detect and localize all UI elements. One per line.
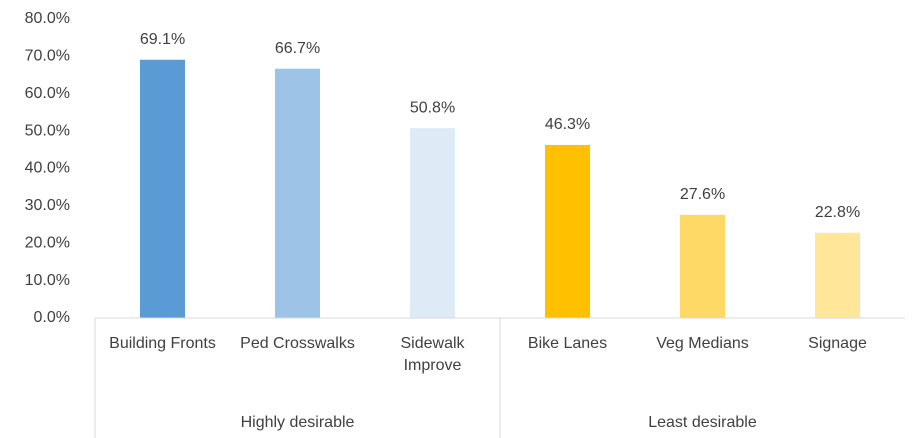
y-tick-label: 10.0% xyxy=(25,272,70,289)
y-tick-label: 60.0% xyxy=(25,85,70,102)
x-tick-label: Building Fronts xyxy=(109,335,216,352)
bar xyxy=(140,59,185,319)
x-tick-label: Bike Lanes xyxy=(527,335,608,352)
x-tick-label: Ped Crosswalks xyxy=(240,335,355,352)
y-tick-label: 20.0% xyxy=(25,234,70,251)
group-label: Highly desirable xyxy=(241,414,355,431)
bar xyxy=(815,232,860,318)
x-tick-label: Sidewalk Improve xyxy=(400,335,465,374)
bar xyxy=(410,128,455,318)
group-label: Least desirable xyxy=(648,414,757,431)
y-tick-label: 80.0% xyxy=(25,10,70,27)
bar xyxy=(275,68,320,319)
x-tick-label: Signage xyxy=(808,335,867,352)
data-label: 46.3% xyxy=(545,116,590,133)
data-label: 22.8% xyxy=(815,204,860,221)
y-tick-label: 0.0% xyxy=(34,309,70,326)
bar xyxy=(545,144,590,318)
y-tick-label: 30.0% xyxy=(25,197,70,214)
data-label: 27.6% xyxy=(680,186,725,203)
data-label: 50.8% xyxy=(410,99,455,116)
y-tick-label: 50.0% xyxy=(25,122,70,139)
data-label: 66.7% xyxy=(275,40,320,57)
y-tick-label: 40.0% xyxy=(25,160,70,177)
y-tick-label: 70.0% xyxy=(25,48,70,65)
data-label: 69.1% xyxy=(140,31,185,48)
bar xyxy=(680,214,725,318)
x-tick-label: Veg Medians xyxy=(656,335,749,352)
